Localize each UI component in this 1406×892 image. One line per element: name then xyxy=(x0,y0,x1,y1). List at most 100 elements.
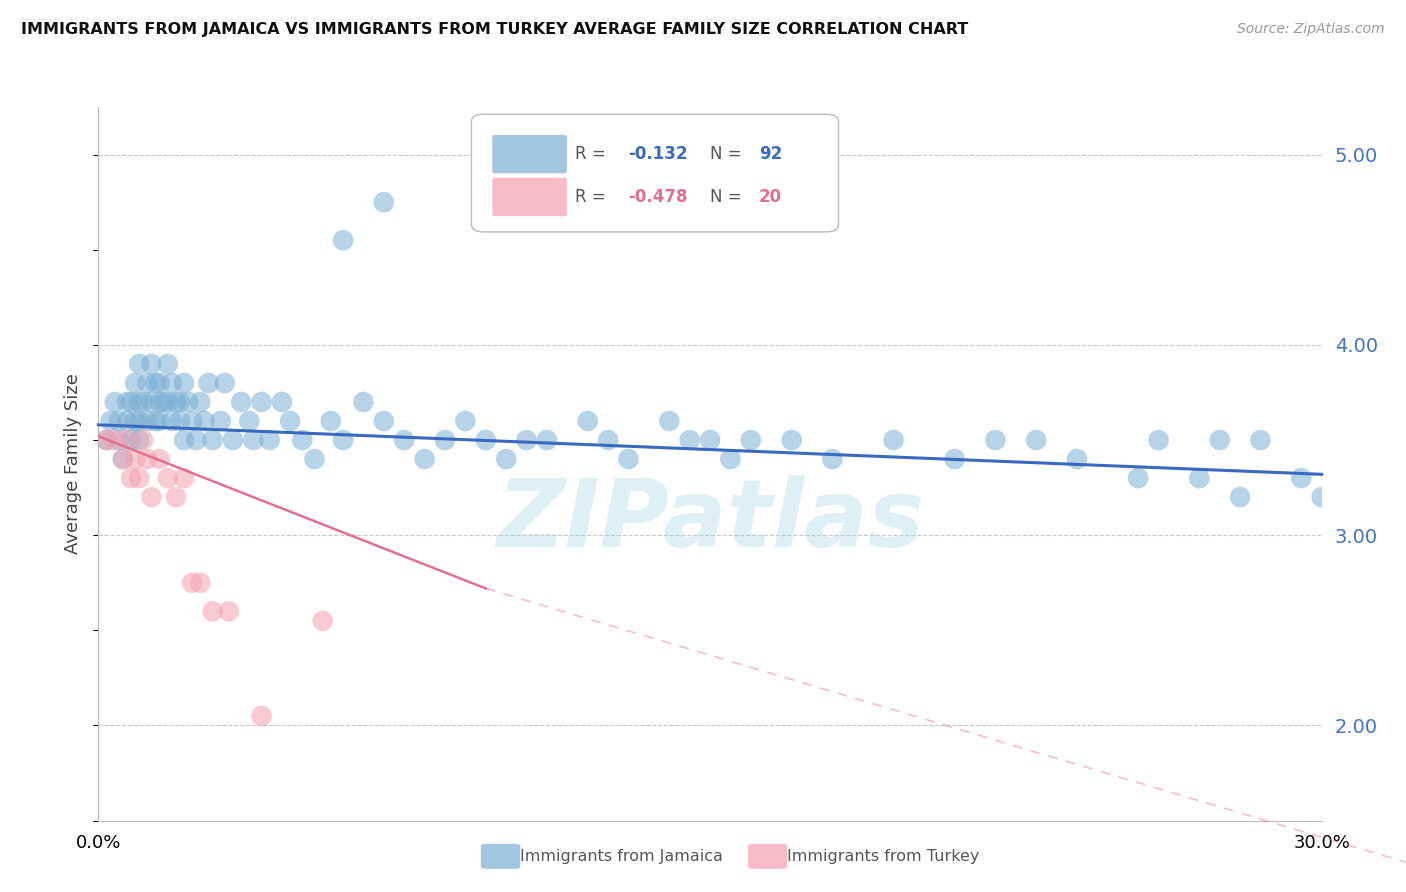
Text: R =: R = xyxy=(575,145,612,163)
Point xyxy=(495,452,517,467)
Point xyxy=(201,433,224,447)
Point xyxy=(332,433,354,447)
Point xyxy=(149,395,172,409)
Point xyxy=(658,414,681,428)
Point xyxy=(222,433,245,447)
Point xyxy=(111,452,134,467)
Point xyxy=(352,395,374,409)
Point xyxy=(434,433,457,447)
Point xyxy=(128,395,150,409)
Point xyxy=(259,433,281,447)
Point xyxy=(373,414,395,428)
Point xyxy=(214,376,236,390)
Point xyxy=(115,414,138,428)
Text: IMMIGRANTS FROM JAMAICA VS IMMIGRANTS FROM TURKEY AVERAGE FAMILY SIZE CORRELATIO: IMMIGRANTS FROM JAMAICA VS IMMIGRANTS FR… xyxy=(21,22,969,37)
Point xyxy=(104,395,127,409)
Point xyxy=(319,414,342,428)
Text: N =: N = xyxy=(710,145,747,163)
Point xyxy=(1188,471,1211,485)
FancyBboxPatch shape xyxy=(492,178,567,216)
Point xyxy=(124,376,146,390)
Point xyxy=(231,395,253,409)
Y-axis label: Average Family Size: Average Family Size xyxy=(65,374,83,554)
Point xyxy=(156,471,179,485)
Point xyxy=(115,433,138,447)
Point xyxy=(218,604,240,618)
Point xyxy=(291,433,314,447)
Point xyxy=(141,357,163,371)
Point xyxy=(169,395,191,409)
Point xyxy=(136,452,159,467)
Point xyxy=(128,471,150,485)
Point xyxy=(304,452,326,467)
Point xyxy=(173,471,195,485)
Point xyxy=(173,433,195,447)
Text: -0.132: -0.132 xyxy=(628,145,688,163)
Point xyxy=(209,414,232,428)
Point xyxy=(124,414,146,428)
Point xyxy=(250,709,273,723)
Point xyxy=(128,357,150,371)
Text: R =: R = xyxy=(575,188,612,206)
Point xyxy=(149,452,172,467)
Point xyxy=(104,433,127,447)
Point xyxy=(373,195,395,210)
Point xyxy=(165,395,187,409)
Point xyxy=(181,414,204,428)
Point xyxy=(188,395,212,409)
Point xyxy=(160,376,183,390)
Point xyxy=(111,452,134,467)
Point xyxy=(156,395,179,409)
Point xyxy=(145,414,167,428)
Text: ZIPatlas: ZIPatlas xyxy=(496,475,924,567)
Point xyxy=(197,376,219,390)
Text: Immigrants from Turkey: Immigrants from Turkey xyxy=(787,849,980,863)
Point xyxy=(132,395,155,409)
Point xyxy=(943,452,966,467)
Point xyxy=(149,414,172,428)
Point xyxy=(120,433,142,447)
Point xyxy=(413,452,436,467)
Point xyxy=(821,452,844,467)
Point xyxy=(173,376,195,390)
Point xyxy=(165,490,187,504)
Point xyxy=(132,433,155,447)
Point xyxy=(201,604,224,618)
Point xyxy=(242,433,264,447)
Text: 92: 92 xyxy=(759,145,782,163)
Point xyxy=(474,433,498,447)
Text: N =: N = xyxy=(710,188,747,206)
Point xyxy=(1209,433,1232,447)
Point xyxy=(108,433,131,447)
Point xyxy=(1025,433,1047,447)
Point xyxy=(278,414,301,428)
Point xyxy=(883,433,905,447)
Text: 20: 20 xyxy=(759,188,782,206)
Point xyxy=(1066,452,1088,467)
Point xyxy=(740,433,762,447)
Point xyxy=(617,452,640,467)
Point xyxy=(598,433,620,447)
Point xyxy=(516,433,538,447)
Point xyxy=(96,433,118,447)
Point xyxy=(188,575,212,590)
Point xyxy=(392,433,416,447)
Point xyxy=(780,433,803,447)
Point xyxy=(250,395,273,409)
Point xyxy=(169,414,191,428)
Point xyxy=(124,452,146,467)
Point xyxy=(156,357,179,371)
Point xyxy=(120,395,142,409)
Point xyxy=(96,433,118,447)
Point xyxy=(141,395,163,409)
Point xyxy=(1229,490,1251,504)
Text: -0.478: -0.478 xyxy=(628,188,688,206)
Point xyxy=(181,575,204,590)
Point xyxy=(1291,471,1313,485)
Point xyxy=(270,395,294,409)
Point xyxy=(115,395,138,409)
Point xyxy=(120,471,142,485)
Point xyxy=(128,433,150,447)
Point xyxy=(186,433,208,447)
Point xyxy=(1310,490,1333,504)
